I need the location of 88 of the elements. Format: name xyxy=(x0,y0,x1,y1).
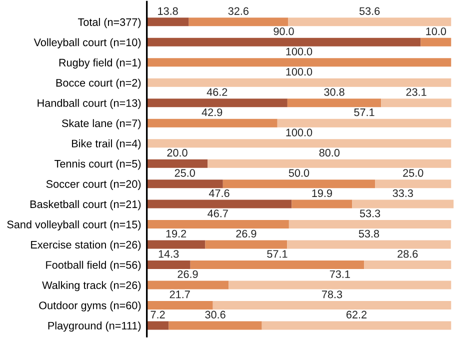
data-label: 57.1 xyxy=(267,250,288,258)
bar xyxy=(188,18,288,26)
bar xyxy=(146,78,452,87)
data-label: 100.0 xyxy=(286,48,312,56)
bar xyxy=(212,300,452,310)
bar xyxy=(288,220,452,229)
data-label: 73.1 xyxy=(330,270,350,278)
y-tick-label: Total (n=377) xyxy=(78,18,141,28)
data-label: 78.3 xyxy=(322,290,342,298)
data-label: 100.0 xyxy=(286,128,312,136)
data-label: 26.9 xyxy=(178,270,198,278)
y-tick-label: Skate lane (n=7) xyxy=(62,119,141,130)
data-label: 53.8 xyxy=(358,230,380,238)
data-label: 20.0 xyxy=(167,148,188,157)
bar xyxy=(420,38,452,46)
bar xyxy=(146,321,169,330)
data-label: 19.2 xyxy=(166,230,186,238)
data-label: 100.0 xyxy=(286,68,312,76)
y-tick-label: Volleyball court (n=10) xyxy=(34,38,141,48)
y-tick-label: Playground (n=111) xyxy=(48,322,141,332)
data-label: 90.0 xyxy=(274,28,294,36)
bar xyxy=(168,321,262,330)
bar xyxy=(364,260,452,270)
bar xyxy=(208,159,452,168)
y-tick-label: Outdoor gyms (n=60) xyxy=(39,301,141,312)
y-tick-label: Sand volleyball court (n=15) xyxy=(7,220,141,230)
bar xyxy=(277,118,452,128)
bar xyxy=(146,200,292,208)
bar xyxy=(228,280,452,290)
data-label: 19.9 xyxy=(312,189,332,198)
bar xyxy=(146,139,452,148)
bar xyxy=(146,260,190,270)
bar xyxy=(222,180,376,188)
data-label: 50.0 xyxy=(288,169,310,177)
y-tick-label: Handball court (n=13) xyxy=(38,98,141,110)
y-tick-label: Soccer court (n=20) xyxy=(46,180,141,190)
y-tick-label: Basketball court (n=21) xyxy=(30,200,141,210)
y-tick-label: Walking track (n=26) xyxy=(42,281,141,292)
bar xyxy=(287,240,451,249)
bar xyxy=(146,98,288,108)
bar xyxy=(381,98,452,108)
data-label: 62.2 xyxy=(346,310,366,318)
bar xyxy=(288,18,452,26)
y-tick-label: Tennis court (n=5) xyxy=(54,160,141,170)
data-label: 46.7 xyxy=(208,210,228,218)
data-label: 57.1 xyxy=(354,108,374,116)
data-label: 13.8 xyxy=(158,7,178,15)
bar xyxy=(262,321,452,330)
bar xyxy=(352,200,454,208)
bar xyxy=(375,180,452,188)
y-tick-label: Rugby field (n=1) xyxy=(59,58,141,69)
bar xyxy=(146,159,208,168)
y-tick-label: Football field (n=56) xyxy=(46,260,141,271)
data-label: 80.0 xyxy=(319,148,340,157)
data-label: 26.9 xyxy=(236,230,256,238)
data-label: 32.6 xyxy=(228,7,248,15)
bar xyxy=(146,180,223,188)
data-label: 14.3 xyxy=(158,250,179,258)
data-label: 30.8 xyxy=(324,88,344,96)
bar xyxy=(146,300,213,310)
data-label: 53.6 xyxy=(359,7,380,15)
bar xyxy=(146,18,189,26)
data-label: 47.6 xyxy=(208,189,230,198)
data-label: 25.0 xyxy=(403,169,424,177)
y-tick-label: Bike trail (n=4) xyxy=(72,139,141,150)
bar xyxy=(146,38,421,46)
data-label: 21.7 xyxy=(170,290,190,298)
y-tick-label: Bocce court (n=2) xyxy=(56,78,141,89)
data-label: 23.1 xyxy=(406,88,426,96)
bar xyxy=(146,58,452,67)
data-label: 46.2 xyxy=(206,88,228,96)
data-label: 10.0 xyxy=(426,28,446,36)
data-label: 33.3 xyxy=(392,189,413,198)
bar xyxy=(292,200,352,208)
bar xyxy=(190,260,364,270)
data-label: 25.0 xyxy=(174,169,195,177)
bar xyxy=(146,280,229,290)
data-label: 7.2 xyxy=(150,310,165,318)
bar xyxy=(205,240,288,249)
y-tick-label: Exercise station (n=26) xyxy=(31,240,141,251)
data-label: 30.6 xyxy=(205,310,226,318)
data-label: 42.9 xyxy=(202,108,222,116)
bar xyxy=(146,220,289,229)
bar xyxy=(146,118,278,128)
data-label: 28.6 xyxy=(398,250,418,258)
bar xyxy=(287,98,382,108)
bar xyxy=(146,240,206,249)
data-label: 53.3 xyxy=(360,210,380,218)
